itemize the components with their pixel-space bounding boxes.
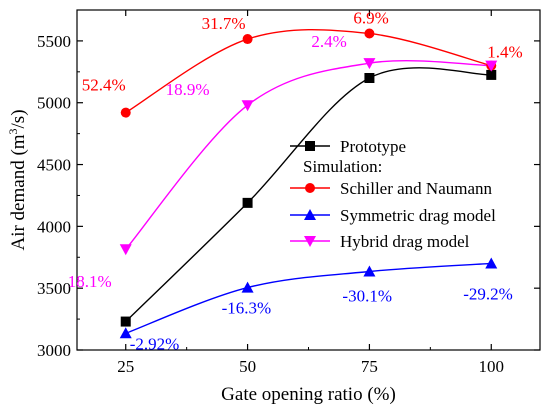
data-label: -29.2% xyxy=(463,284,513,303)
series-3-marker xyxy=(241,100,254,112)
legend-heading: Simulation: xyxy=(303,157,382,176)
y-tick-label: 4500 xyxy=(37,156,71,175)
legend-entry: Schiller and Naumann xyxy=(340,179,493,198)
data-label: 18.9% xyxy=(166,80,210,99)
legend-swatch-marker xyxy=(304,236,316,247)
data-label: 6.9% xyxy=(353,8,388,27)
y-tick-label: 4000 xyxy=(37,217,71,236)
series-1-marker xyxy=(120,107,131,118)
x-tick-label: 25 xyxy=(117,357,134,376)
legend-swatch-marker xyxy=(304,209,316,220)
y-axis-title-main: Air demand (m xyxy=(8,134,29,250)
legend-swatch-marker xyxy=(305,183,315,193)
series-3-marker xyxy=(119,244,132,256)
series-3-marker xyxy=(363,58,376,70)
series-1-marker xyxy=(364,28,375,39)
x-tick-label: 100 xyxy=(479,357,505,376)
series-line-0 xyxy=(125,67,492,323)
series-line-2 xyxy=(125,262,492,334)
data-label: 31.7% xyxy=(202,14,246,33)
legend-entry: Symmetric drag model xyxy=(340,206,496,225)
legend: Simulation: Prototype Schiller and Nauman… xyxy=(290,137,496,251)
series-3-marker xyxy=(485,60,498,72)
x-axis-title: Gate opening ratio (%) xyxy=(221,384,396,405)
data-label: 2.4% xyxy=(311,32,346,51)
data-label: 18.1% xyxy=(68,272,112,291)
series-2-marker xyxy=(119,327,132,339)
data-label: -16.3% xyxy=(222,299,272,318)
y-tick-label: 5000 xyxy=(37,94,71,113)
series-0-marker xyxy=(120,316,131,327)
series-2-marker xyxy=(485,257,498,269)
x-tick-label: 50 xyxy=(239,357,256,376)
x-tick-label: 75 xyxy=(361,357,378,376)
series-markers xyxy=(119,28,498,339)
series-0-marker xyxy=(486,69,497,80)
y-axis-title-tail: /s) xyxy=(8,109,29,128)
series-2-marker xyxy=(241,281,254,293)
series-line-3 xyxy=(125,60,492,250)
data-labels: 52.4% 31.7% 6.9% 1.4% -2.92% -16.3% -30.1% -29.… xyxy=(68,8,523,353)
legend-entry: Hybrid drag model xyxy=(340,232,470,251)
legend-entry: Prototype xyxy=(340,137,406,156)
y-tick-label: 3000 xyxy=(37,341,71,360)
series-1-marker xyxy=(242,34,253,45)
series-2-marker xyxy=(363,265,376,277)
series-line-1 xyxy=(125,28,492,114)
y-tick-label: 3500 xyxy=(37,279,71,298)
series-0-marker xyxy=(364,73,375,83)
data-label: -2.92% xyxy=(130,334,180,353)
axes-layer: 25 50 75 100 3000 3500 4000 4500 5000 5500 xyxy=(37,9,541,376)
legend-swatch-marker xyxy=(305,141,315,151)
y-axis-title: Air demand (m3/s) xyxy=(6,109,29,250)
series-0-marker xyxy=(242,197,253,208)
series-curves xyxy=(125,28,492,334)
y-axis-title-superscript: 3 xyxy=(6,128,20,134)
y-tick-label: 5500 xyxy=(37,32,71,51)
data-label: 52.4% xyxy=(82,76,126,95)
data-label: -30.1% xyxy=(342,286,392,305)
data-label: 1.4% xyxy=(487,43,522,62)
